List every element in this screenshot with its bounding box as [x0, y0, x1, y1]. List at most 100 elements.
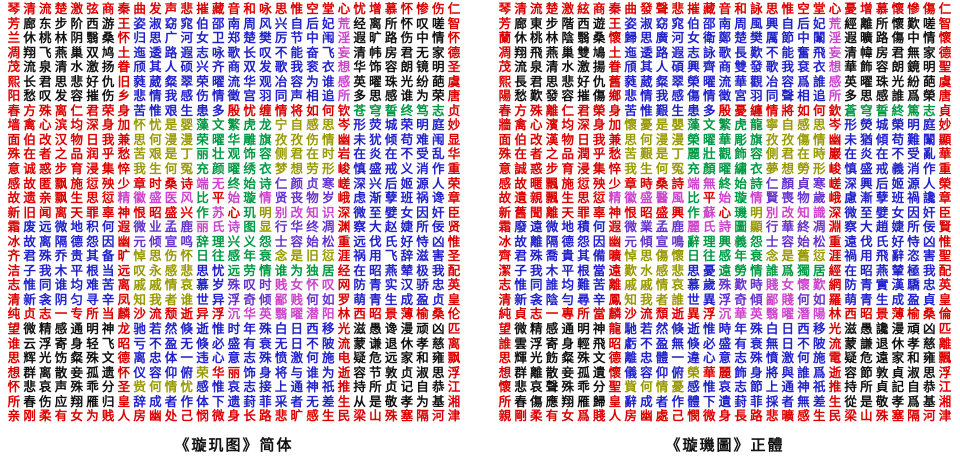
grid-cell: 歎	[907, 16, 920, 31]
grid-cell: 容	[844, 365, 857, 380]
grid-cell: 慈	[432, 336, 445, 351]
grid-cell: 陽	[498, 89, 512, 104]
grid-cell: 聲	[545, 380, 559, 395]
grid-cell: 房	[384, 45, 398, 60]
grid-row: 春方殊離仁君榮身苦惟艱生患多殷憂纏情將如何欽蒼穹誓終篤志貞	[497, 104, 953, 119]
grid-cell: 民	[828, 409, 842, 424]
grid-cell: 形	[353, 118, 366, 133]
grid-cell: 旗	[750, 132, 763, 147]
grid-cell: 匿	[39, 176, 52, 191]
grid-cell: 潛	[797, 307, 810, 322]
grid-cell: 能	[290, 45, 304, 60]
grid-cell: 微	[514, 322, 527, 337]
grid-cell: 为	[416, 89, 429, 104]
grid-cell: 志	[243, 380, 256, 395]
grid-cell: 游	[101, 16, 115, 31]
grid-cell: 发	[54, 89, 68, 104]
grid-cell: 荣	[101, 103, 115, 118]
grid-cell: 明	[923, 60, 936, 75]
grid-cell: 罗	[337, 292, 351, 307]
grid-cell: 生	[70, 191, 83, 206]
grid-cell: 者	[39, 147, 52, 162]
grid-cell: 驕	[907, 278, 920, 293]
grid-cell: 仇	[592, 74, 606, 89]
grid-cell: 兴	[274, 16, 288, 31]
grid-cell: 何	[149, 132, 162, 147]
grid-cell: 君	[891, 45, 905, 60]
grid-cell: 興	[860, 176, 873, 191]
grid-cell: 虞	[938, 74, 952, 89]
grid-cell: 傷	[797, 132, 810, 147]
grid-cell: 难	[416, 132, 429, 147]
grid-cell: 思	[923, 365, 936, 380]
grid-cell: 別	[765, 205, 779, 220]
grid-cell: 生	[875, 292, 889, 307]
grid-cell: 元	[133, 234, 146, 249]
grid-cell: 虎	[243, 118, 256, 133]
grid-cell: 君	[577, 103, 590, 118]
grid-cell: 德	[938, 45, 952, 60]
grid-cell: 岑	[828, 118, 842, 133]
grid-cell: 心	[211, 351, 225, 366]
grid-cell: 应	[54, 394, 68, 409]
grid-cell: 麗	[687, 220, 700, 235]
grid-cell: 廊	[23, 16, 36, 31]
grid-cell: 翔	[70, 394, 83, 409]
grid-cell: 皇	[938, 292, 952, 307]
grid-cell: 感	[875, 89, 889, 104]
grid-cell: 通	[781, 380, 795, 395]
grid-cell: 君	[86, 103, 99, 118]
grid-cell: 幃	[860, 45, 873, 60]
grid-cell: 貞	[938, 103, 952, 118]
grid-cell: 明	[577, 322, 590, 337]
grid-cell: 桑	[101, 31, 115, 46]
grid-cell: 我	[655, 89, 669, 104]
grid-cell: 歸	[592, 394, 606, 409]
grid-cell: 离	[39, 234, 52, 249]
grid-cell: 辞	[196, 234, 209, 249]
grid-cell: 配	[447, 263, 461, 278]
grid-cell: 衮	[306, 60, 319, 75]
grid-row: 琴清流楚激弦商秦曲发声悲摧藏音和咏思惟空堂心忧增慕怀惨伤仁	[6, 2, 462, 17]
grid-cell: 衣	[750, 162, 763, 177]
grid-cell: 泉	[39, 60, 52, 75]
grid-cell: 苦	[133, 147, 146, 162]
grid-cell: 凋	[7, 45, 21, 60]
grid-cell: 商	[718, 60, 732, 75]
grid-cell: 改	[290, 205, 304, 220]
grid-cell: 怀	[117, 31, 131, 46]
grid-cell: 舊	[514, 205, 527, 220]
grid-cell: 防	[353, 278, 366, 293]
grid-cell: 皇	[447, 292, 461, 307]
grid-cell: 离	[39, 365, 52, 380]
grid-cell: 懷	[608, 365, 622, 380]
grid-cell: 故	[514, 176, 527, 191]
grid-cell: 感	[306, 118, 319, 133]
grid-cell: 时	[227, 322, 241, 337]
grid-cell: 傷	[655, 249, 669, 264]
grid-cell: 情	[432, 31, 445, 46]
grid-cell: 流	[39, 2, 52, 16]
grid-cell: 容	[384, 60, 398, 75]
grid-cell: 世	[196, 292, 209, 307]
grid-cell: 叹	[416, 16, 429, 31]
grid-cell: 笃	[416, 103, 429, 118]
grid-cell: 江	[447, 380, 461, 395]
grid-cell: 有	[734, 336, 747, 351]
grid-cell: 梁	[353, 409, 366, 424]
grid-cell: 邵	[211, 16, 225, 31]
grid-cell: 周	[243, 16, 256, 31]
grid-cell: 哀	[530, 380, 543, 395]
grid-cell: 淫	[828, 31, 842, 46]
grid-cell: 重	[447, 162, 461, 177]
grid-cell: 人	[923, 176, 936, 191]
grid-cell: 禽	[23, 118, 36, 133]
grid-cell: 不	[640, 336, 653, 351]
grid-cell: 碩	[671, 60, 685, 75]
grid-cell: 榆	[416, 307, 429, 322]
grid-cell: 流	[828, 336, 842, 351]
grid-cell: 方	[514, 103, 527, 118]
grid-cell: 诗	[180, 176, 194, 191]
grid-cell: 鄙	[274, 292, 288, 307]
grid-cell: 嗟	[923, 16, 936, 31]
